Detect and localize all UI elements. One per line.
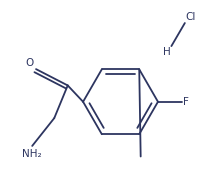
Text: Cl: Cl [186, 12, 196, 22]
Text: H: H [163, 47, 170, 57]
Text: O: O [25, 58, 33, 68]
Text: F: F [184, 97, 189, 107]
Text: NH₂: NH₂ [22, 149, 42, 159]
